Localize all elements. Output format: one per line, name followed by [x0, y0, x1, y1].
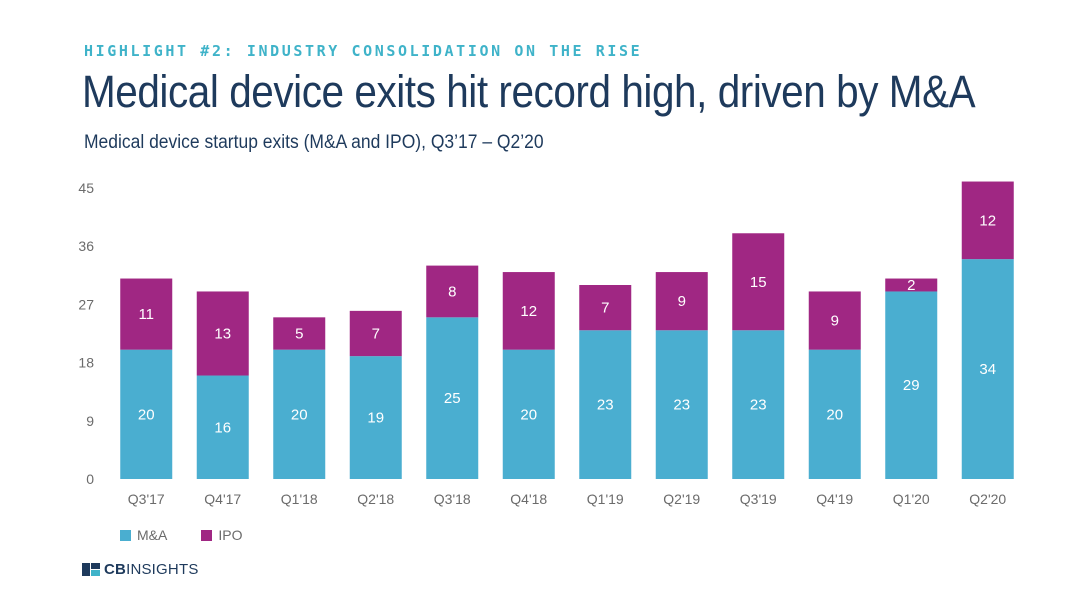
x-tick-label: Q4'17 [204, 491, 241, 507]
x-tick-label: Q2'18 [357, 491, 394, 507]
y-tick-label: 18 [78, 355, 94, 371]
x-tick-label: Q1'18 [281, 491, 318, 507]
legend-label-ipo: IPO [218, 527, 243, 543]
bar-ma [349, 356, 402, 479]
data-label-ma: 20 [291, 406, 308, 423]
x-tick-label: Q4'19 [816, 491, 853, 507]
bar-ma [655, 330, 708, 479]
bar-ipo [196, 291, 249, 376]
x-tick-label: Q4'18 [510, 491, 547, 507]
bar-ipo [808, 291, 861, 350]
data-label-ipo: 9 [678, 293, 686, 310]
data-label-ipo: 8 [448, 283, 456, 300]
y-tick-label: 36 [78, 238, 94, 254]
bar-ma [885, 291, 938, 479]
bar-ma [961, 259, 1014, 479]
bar-ma [120, 349, 173, 479]
y-tick-label: 9 [86, 413, 94, 429]
legend-item-ma: M&A [120, 527, 167, 543]
bar-ipo [349, 310, 402, 357]
logo-cb-text: CB [104, 561, 127, 578]
legend-swatch-ipo [201, 529, 213, 541]
data-label-ma: 29 [903, 377, 920, 394]
data-label-ma: 20 [138, 406, 155, 423]
data-label-ipo: 7 [372, 326, 380, 343]
data-label-ma: 23 [597, 397, 614, 414]
bar-ipo [885, 278, 938, 292]
bar-ma [273, 349, 326, 479]
x-tick-label: Q1'20 [893, 491, 930, 507]
data-label-ipo: 9 [831, 313, 839, 330]
bar-ma [426, 317, 479, 479]
logo-insights-text: INSIGHTS [126, 561, 199, 578]
x-tick-label: Q2'20 [969, 491, 1006, 507]
data-label-ipo: 5 [295, 326, 303, 343]
data-label-ma: 16 [214, 419, 231, 436]
highlight-heading: HIGHLIGHT #2: INDUSTRY CONSOLIDATION ON … [84, 42, 643, 60]
data-label-ipo: 13 [214, 326, 231, 343]
bar-ipo [120, 278, 173, 350]
x-tick-label: Q2'19 [663, 491, 700, 507]
data-label-ma: 20 [826, 406, 843, 423]
data-label-ma: 34 [979, 361, 996, 378]
data-label-ipo: 12 [979, 212, 996, 229]
bar-ma [808, 349, 861, 479]
bar-ma [196, 375, 249, 479]
chart-subtitle: Medical device startup exits (M&A and IP… [84, 132, 544, 153]
x-tick-label: Q1'19 [587, 491, 624, 507]
bar-ipo [732, 233, 785, 331]
page-title: Medical device exits hit record high, dr… [82, 66, 976, 117]
bar-ipo [655, 272, 708, 331]
legend-item-ipo: IPO [201, 527, 242, 543]
y-tick-label: 0 [86, 471, 94, 487]
data-label-ma: 25 [444, 390, 461, 407]
legend-label-ma: M&A [137, 527, 168, 543]
y-tick-label: 27 [78, 296, 94, 312]
bar-ipo [961, 181, 1014, 260]
data-label-ipo: 2 [907, 277, 915, 294]
data-label-ipo: 12 [520, 303, 537, 320]
data-label-ipo: 11 [138, 306, 154, 323]
logo-wordmark: CBINSIGHTS [104, 561, 199, 578]
y-tick-label: 45 [78, 180, 94, 196]
data-label-ma: 23 [750, 397, 767, 414]
x-tick-label: Q3'18 [434, 491, 471, 507]
data-label-ipo: 7 [601, 300, 609, 317]
data-label-ma: 19 [367, 410, 384, 427]
bar-ma [579, 330, 632, 479]
data-label-ma: 20 [520, 406, 537, 423]
legend-swatch-ma [120, 529, 131, 541]
bar-ipo [579, 285, 632, 331]
data-label-ipo: 15 [750, 274, 767, 291]
chart-legend: M&A IPO [120, 527, 242, 543]
cb-insights-logo: CBINSIGHTS [82, 561, 199, 578]
bar-ma [502, 349, 555, 479]
bar-ipo [426, 265, 479, 318]
x-tick-label: Q3'17 [128, 491, 165, 507]
x-tick-label: Q3'19 [740, 491, 777, 507]
data-label-ma: 23 [673, 397, 690, 414]
bar-ipo [273, 317, 326, 350]
bar-ipo [502, 272, 555, 350]
bar-ma [732, 330, 785, 479]
cb-logo-icon [82, 563, 100, 576]
